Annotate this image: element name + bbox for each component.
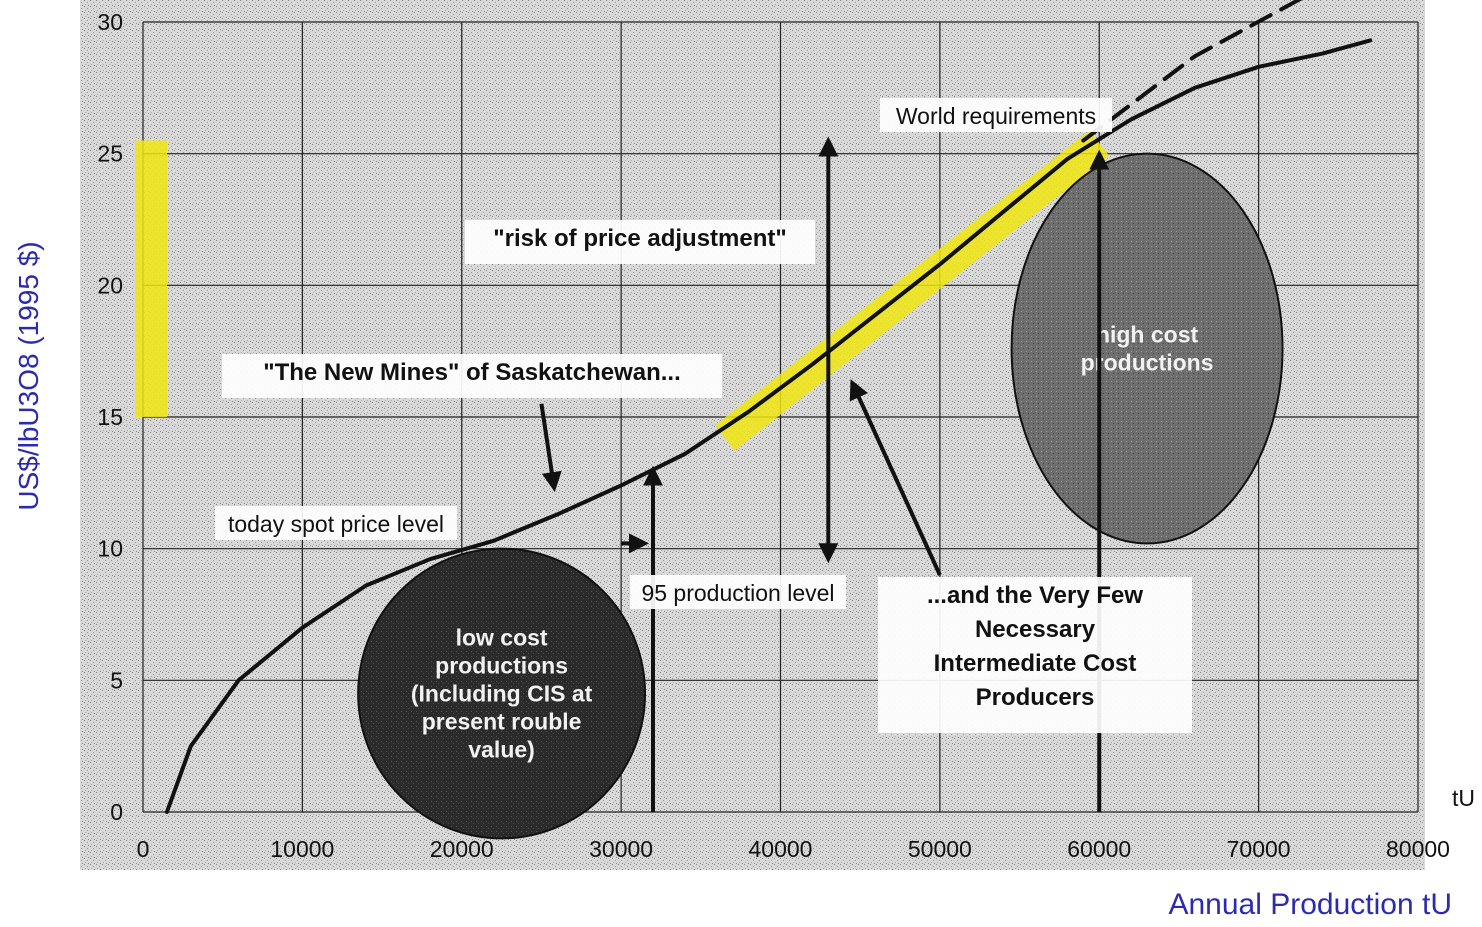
very-few-label-box: [878, 577, 1192, 733]
series: [164, 0, 1373, 814]
grid: [142, 21, 1419, 813]
high-cost-label-line: high cost: [1096, 322, 1199, 348]
production-95-label: 95 production level: [630, 575, 846, 609]
low-cost-label-line: productions: [435, 653, 568, 679]
world-requirements-label: World requirements: [880, 98, 1112, 132]
y-tick-label: 30: [97, 9, 123, 35]
segment-highlight: [714, 130, 1110, 451]
y-tick-label: 20: [97, 272, 123, 298]
low-cost-label-line: value): [468, 737, 534, 763]
requirements-dashed-line: [1081, 0, 1303, 143]
new-mines-label-text: "The New Mines" of Saskatchewan...: [263, 359, 681, 386]
production-95-label-text: 95 production level: [641, 580, 834, 606]
risk-label-box: [465, 220, 815, 264]
x-unit-label: tU: [1452, 785, 1475, 811]
production-95-label-box: [630, 575, 846, 609]
x-tick-label: 60000: [1067, 836, 1131, 862]
x-tick-label: 20000: [430, 836, 494, 862]
spot-price-label-text: today spot price level: [228, 511, 444, 537]
x-tick-label: 10000: [270, 836, 334, 862]
world-requirements-label-text: World requirements: [896, 103, 1096, 129]
x-tick-label: 30000: [589, 836, 653, 862]
ticks: 0 10000 20000 30000 40000 50000 60000 70000 8000…: [97, 9, 1450, 862]
risk-label-text: "risk of price adjustment": [493, 225, 787, 252]
low-cost-label-line: low cost: [456, 625, 548, 651]
very-few-arrow: [849, 379, 942, 576]
y-axis-label: US$/lbU3O8 (1995 $): [13, 241, 44, 510]
new-mines-arrow: [539, 403, 562, 493]
new-mines-label-box: [222, 354, 722, 398]
very-few-label-text: Producers: [976, 684, 1095, 711]
spot-price-label: today spot price level: [215, 506, 457, 540]
low-cost-label-line: present rouble: [422, 709, 582, 735]
x-tick-label: 40000: [749, 836, 813, 862]
y-tick-label: 0: [110, 799, 123, 825]
very-few-label-text: Necessary: [975, 616, 1096, 643]
very-few-label-text: ...and the Very Few: [927, 582, 1143, 609]
new-mines-label: "The New Mines" of Saskatchewan...: [222, 354, 722, 398]
y-tick-label: 5: [110, 667, 123, 693]
world-requirements-label-box: [880, 98, 1112, 132]
low-cost-label-line: (Including CIS at: [411, 681, 593, 707]
cost-curve-line: [164, 38, 1373, 814]
x-tick-label: 80000: [1386, 836, 1450, 862]
very-few-label: ...and the Very Few Necessary Intermediate…: [878, 577, 1192, 733]
high-cost-label-line: productions: [1081, 350, 1214, 376]
y-tick-label: 10: [97, 536, 123, 562]
arrows: [539, 136, 1110, 812]
annotations: World requirements "risk of price adjustm…: [215, 98, 1192, 733]
x-tick-label: 0: [137, 836, 150, 862]
very-few-label-text: Intermediate Cost: [934, 650, 1137, 677]
x-axis-label: Annual Production tU: [1168, 888, 1452, 921]
y-tick-label: 25: [97, 141, 123, 167]
low-cost-ellipse: [357, 547, 647, 840]
x-tick-label: 70000: [1227, 836, 1291, 862]
x-tick-label: 50000: [908, 836, 972, 862]
price-band-highlight: [135, 140, 167, 417]
high-cost-ellipse: [1010, 152, 1284, 545]
y-tick-label: 15: [97, 404, 123, 430]
spot-price-label-box: [215, 506, 457, 540]
risk-label: "risk of price adjustment": [465, 220, 815, 264]
highlights: [135, 130, 1110, 451]
